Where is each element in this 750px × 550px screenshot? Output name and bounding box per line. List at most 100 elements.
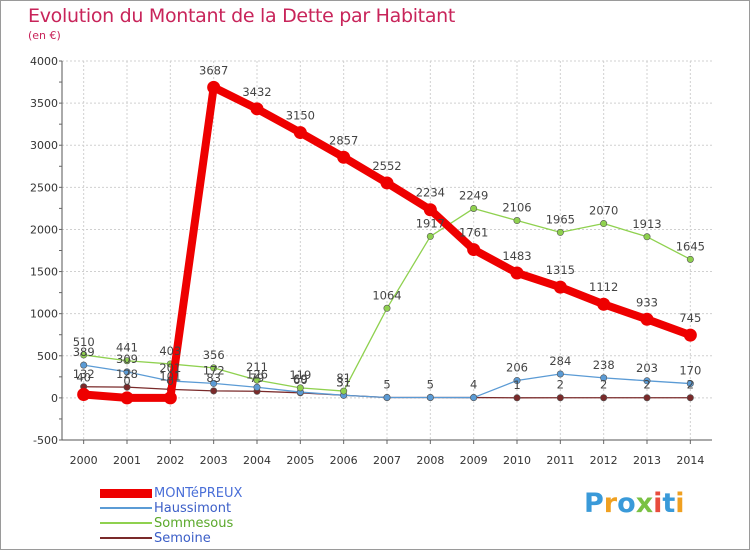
data-label-mont-preux: 1315 [546, 263, 575, 277]
legend-item: Semoine [100, 530, 211, 546]
data-point-sommesous [210, 364, 218, 372]
data-label-haussimont: 389 [73, 345, 95, 359]
x-tick-label: 2010 [503, 454, 531, 467]
data-point-haussimont [643, 377, 651, 385]
data-point-mont-preux [77, 388, 91, 402]
x-tick-label: 2014 [676, 454, 704, 467]
data-point-haussimont [556, 370, 564, 378]
data-label-sommesous: 356 [203, 348, 225, 362]
y-tick-label: 500 [37, 350, 58, 363]
data-point-semoine [600, 394, 608, 402]
data-label-mont-preux: 3150 [286, 109, 315, 123]
data-label-haussimont: 31 [336, 375, 351, 389]
data-label-mont-preux: 2857 [329, 133, 358, 147]
data-label-mont-preux: 745 [679, 311, 701, 325]
data-label-mont-preux: 0 [123, 374, 130, 388]
legend-swatch [100, 488, 152, 498]
x-tick-label: 2002 [156, 454, 184, 467]
data-point-sommesous [600, 220, 608, 228]
data-label-sommesous: 2249 [459, 188, 488, 202]
data-label-semoine: 83 [206, 371, 221, 385]
x-tick-label: 2009 [460, 454, 488, 467]
data-point-semoine [210, 387, 218, 395]
data-point-mont-preux [597, 297, 611, 311]
data-label-haussimont: 201 [159, 361, 181, 375]
y-tick-label: 3500 [30, 97, 58, 110]
y-tick-label: 2500 [30, 181, 58, 194]
y-tick-label: 1500 [30, 266, 58, 279]
x-tick-label: 2006 [330, 454, 358, 467]
logo-letter: i [675, 488, 685, 519]
data-point-mont-preux [380, 176, 394, 190]
data-label-sommesous: 1064 [372, 288, 401, 302]
data-label-sommesous: 1913 [632, 217, 661, 231]
data-point-mont-preux [120, 391, 134, 405]
data-point-mont-preux [337, 150, 351, 164]
data-label-semoine: 128 [116, 367, 138, 381]
legend-item: Haussimont [100, 500, 232, 516]
data-point-mont-preux [207, 80, 221, 94]
data-point-haussimont [210, 379, 218, 387]
data-label-mont-preux: 0 [167, 374, 174, 388]
data-point-semoine [643, 394, 651, 402]
data-point-mont-preux [640, 312, 654, 326]
y-tick-label: 2000 [30, 223, 58, 236]
data-label-mont-preux: 1112 [589, 280, 618, 294]
legend-label: Haussimont [154, 500, 232, 516]
data-label-sommesous: 441 [116, 341, 138, 355]
data-point-semoine [686, 394, 694, 402]
logo-letter: P [584, 488, 604, 519]
data-point-haussimont [470, 394, 478, 402]
logo-letter: t [662, 488, 676, 519]
data-point-mont-preux [293, 126, 307, 140]
data-label-sommesous: 1965 [546, 212, 575, 226]
data-point-sommesous [80, 351, 88, 359]
data-label-haussimont: 69 [293, 372, 308, 386]
chart-title: Evolution du Montant de la Dette par Hab… [28, 5, 456, 27]
data-label-sommesous: 2070 [589, 204, 618, 218]
data-point-mont-preux [163, 391, 177, 405]
x-tick-label: 2007 [373, 454, 401, 467]
y-tick-label: 1000 [30, 308, 58, 321]
y-tick-label: 4000 [30, 55, 58, 68]
x-tick-label: 2008 [416, 454, 444, 467]
data-point-semoine [556, 394, 564, 402]
data-label-sommesous: 119 [289, 368, 311, 382]
data-point-sommesous [470, 204, 478, 212]
legend-swatch [100, 507, 152, 509]
x-tick-label: 2005 [286, 454, 314, 467]
data-point-haussimont [600, 374, 608, 382]
data-label-haussimont: 309 [116, 352, 138, 366]
data-label-mont-preux: 40 [76, 371, 91, 385]
data-point-haussimont [426, 393, 434, 401]
legend-item: MONTéPREUX [100, 486, 242, 501]
data-point-haussimont [513, 377, 521, 385]
data-label-sommesous: 81 [336, 371, 351, 385]
data-point-mont-preux [553, 280, 567, 294]
data-point-mont-preux [510, 266, 524, 280]
data-label-haussimont: 203 [636, 361, 658, 375]
y-tick-label: -500 [33, 434, 58, 447]
data-label-semoine: 79 [250, 371, 265, 385]
y-tick-label: 3000 [30, 139, 58, 152]
legend-item: Sommesous [100, 516, 233, 531]
data-point-sommesous [383, 304, 391, 312]
data-point-semoine [123, 383, 131, 391]
data-point-mont-preux [683, 328, 697, 342]
data-label-semoine: 1 [513, 378, 520, 392]
legend-swatch [100, 522, 152, 524]
chart-unit-label: (en €) [28, 29, 61, 42]
data-point-mont-preux [423, 203, 437, 217]
data-label-semoine: 31 [336, 375, 351, 389]
data-label-mont-preux: 2552 [372, 159, 401, 173]
legend-label: Semoine [154, 530, 211, 546]
data-label-sommesous: 2106 [502, 201, 531, 215]
data-label-haussimont: 172 [203, 363, 225, 377]
data-label-semoine: 2 [687, 378, 694, 392]
data-label-haussimont: 170 [679, 364, 701, 378]
data-label-sommesous: 1645 [676, 239, 705, 253]
data-point-sommesous [556, 228, 564, 236]
data-label-mont-preux: 3432 [242, 85, 271, 99]
data-point-sommesous [123, 357, 131, 365]
